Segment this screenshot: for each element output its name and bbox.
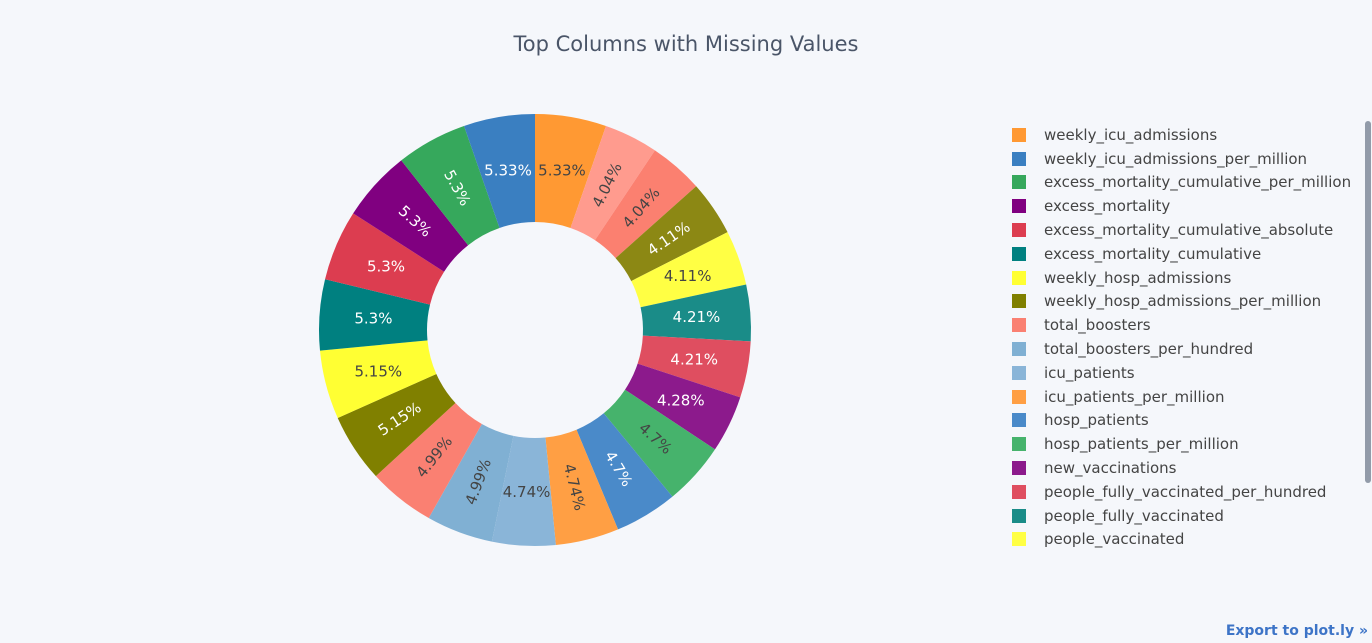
legend-label: weekly_hosp_admissions_per_million [1044,292,1322,311]
donut-slice[interactable] [631,232,747,308]
donut-slice[interactable] [353,160,469,272]
legend-label: people_fully_vaccinated [1044,506,1224,525]
chart-title: Top Columns with Missing Values [513,32,859,56]
donut-slice[interactable] [491,435,556,546]
donut-slice-label: 5.3% [354,310,392,328]
donut-slice[interactable] [576,413,673,530]
legend-item[interactable]: hosp_patients [1012,409,1362,433]
donut-slice[interactable] [594,150,697,259]
legend-item[interactable]: icu_patients [1012,361,1362,385]
legend-item[interactable]: people_fully_vaccinated_per_hundred [1012,480,1362,504]
donut-slice[interactable] [401,125,500,246]
donut-slice[interactable] [428,424,514,542]
legend-item[interactable]: people_vaccinated [1012,528,1362,552]
legend-label: new_vaccinations [1044,459,1177,478]
legend-item[interactable]: weekly_icu_admissions [1012,123,1362,147]
donut-slices [319,114,751,546]
legend-swatch [1012,127,1026,142]
legend-label: weekly_hosp_admissions [1044,268,1232,287]
legend-label: icu_patients_per_million [1044,387,1225,406]
legend-swatch [1012,365,1026,380]
legend-label: icu_patients [1044,363,1135,382]
donut-slice[interactable] [624,363,741,450]
donut-slice[interactable] [615,186,728,282]
legend-item[interactable]: icu_patients_per_million [1012,385,1362,409]
legend-label: people_fully_vaccinated_per_hundred [1044,482,1327,501]
legend-swatch [1012,175,1026,190]
legend-item[interactable]: new_vaccinations [1012,456,1362,480]
legend-label: hosp_patients_per_million [1044,435,1239,454]
legend-swatch [1012,223,1026,238]
legend-item[interactable]: excess_mortality_cumulative_per_million [1012,171,1362,195]
legend-scrollbar[interactable] [1365,121,1371,483]
legend-swatch [1012,151,1026,166]
legend-swatch [1012,294,1026,309]
donut-slice[interactable] [375,403,482,519]
legend-swatch [1012,484,1026,499]
legend-item[interactable]: people_fully_vaccinated [1012,504,1362,528]
legend-label: excess_mortality_cumulative_absolute [1044,221,1334,240]
legend-swatch [1012,246,1026,261]
legend-label: weekly_icu_admissions [1044,125,1218,144]
legend-label: total_boosters [1044,316,1151,335]
legend-swatch [1012,461,1026,476]
donut-slice[interactable] [545,429,619,545]
legend-item[interactable]: weekly_icu_admissions_per_million [1012,147,1362,171]
legend-swatch [1012,437,1026,452]
export-to-plotly-link[interactable]: Export to plot.ly » [1225,623,1368,639]
legend-label: excess_mortality_cumulative_per_million [1044,173,1352,192]
donut-slice[interactable] [637,335,751,398]
legend-swatch [1012,532,1026,547]
donut-chart: 5.33% 4.04%4.04%4.11%4.11%4.21%4.21%4.28%… [319,114,751,546]
legend-swatch [1012,508,1026,523]
legend-swatch [1012,318,1026,333]
legend-swatch [1012,342,1026,357]
legend-swatch [1012,389,1026,404]
donut-slice-label: 5.33% [538,161,586,179]
legend-item[interactable]: excess_mortality_cumulative [1012,242,1362,266]
donut-slice[interactable] [603,389,715,497]
legend-label: people_vaccinated [1044,530,1185,549]
donut-slice[interactable] [319,279,431,351]
legend-item[interactable]: total_boosters_per_hundred [1012,337,1362,361]
donut-slice-label: 4.21% [670,351,718,369]
donut-slice-label: 4.28% [657,392,705,410]
donut-slice-label: 5.3% [367,257,405,275]
legend-label: total_boosters_per_hundred [1044,340,1254,359]
legend-swatch [1012,199,1026,214]
legend-item[interactable]: excess_mortality_cumulative_absolute [1012,218,1362,242]
legend-item[interactable]: weekly_hosp_admissions_per_million [1012,290,1362,314]
donut-slice-label: 5.15% [355,362,403,380]
donut-slice-label: 4.21% [673,308,721,326]
donut-slice[interactable] [464,114,535,228]
legend-item[interactable]: hosp_patients_per_million [1012,432,1362,456]
donut-slice-label: 4.11% [664,267,712,285]
legend-label: excess_mortality_cumulative [1044,244,1262,263]
legend-item[interactable]: weekly_hosp_admissions [1012,266,1362,290]
donut-slice-label: 4.74% [503,483,551,501]
donut-slice[interactable] [319,340,437,418]
legend-item[interactable]: excess_mortality [1012,194,1362,218]
donut-slice[interactable] [640,284,751,342]
donut-slice[interactable] [325,213,445,305]
legend-swatch [1012,413,1026,428]
donut-slice[interactable] [570,125,655,241]
donut-slice-label: 5.33% [484,161,532,179]
legend-label: excess_mortality [1044,197,1171,216]
legend-label: weekly_icu_admissions_per_million [1044,149,1308,168]
chart-legend: weekly_icu_admissions weekly_icu_admissio… [1012,123,1362,551]
donut-slice[interactable] [535,114,606,228]
legend-item[interactable]: total_boosters [1012,313,1362,337]
donut-slice[interactable] [337,373,456,477]
legend-label: hosp_patients [1044,411,1149,430]
legend-swatch [1012,270,1026,285]
